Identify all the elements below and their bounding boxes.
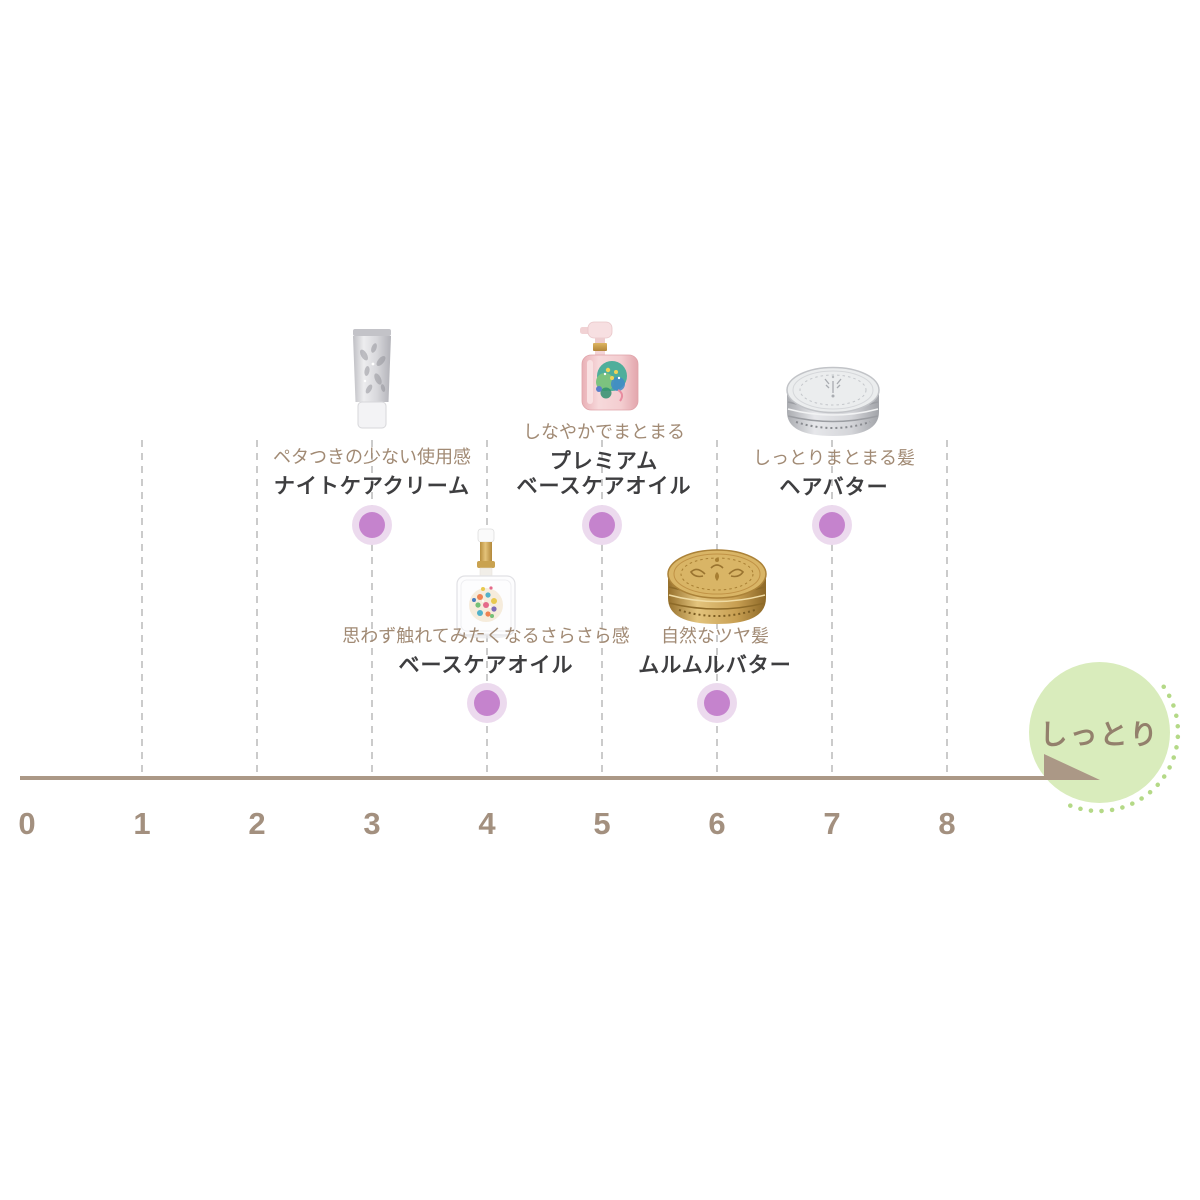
plot-dot-night-care-cream xyxy=(352,505,392,545)
product-image-murumuru-butter xyxy=(667,549,767,624)
product-image-base-care-oil xyxy=(456,528,516,639)
tick-label-2: 2 xyxy=(248,806,266,841)
product-name: ナイトケアクリーム xyxy=(273,474,471,498)
product-label-hair-butter: しっとりまとまる髪 ヘアバター xyxy=(753,447,915,500)
product-label-base-care-oil: 思わず触れてみたくなるさらさら感 ベースケアオイル xyxy=(342,625,629,678)
tick-label-8: 8 xyxy=(938,806,956,841)
gridline-8 xyxy=(946,440,948,777)
product-tagline: しなやかでまとまる xyxy=(522,422,685,442)
product-name: ベースケアオイル xyxy=(398,653,574,677)
gridline-1 xyxy=(141,440,143,777)
tick-label-6: 6 xyxy=(708,806,726,841)
product-image-hair-butter xyxy=(786,366,880,436)
x-axis-line xyxy=(20,776,1050,780)
dotted-arc-decoration xyxy=(1063,684,1181,814)
product-label-murumuru-butter: 自然なツヤ髪 ムルムルバター xyxy=(638,625,792,678)
product-name: ムルムルバター xyxy=(638,653,792,677)
tick-label-7: 7 xyxy=(823,806,841,841)
tick-label-4: 4 xyxy=(478,806,496,841)
product-label-premium-base-care-oil: しなやかでまとまる プレミアム ベースケアオイル xyxy=(517,421,692,499)
product-image-night-care-cream xyxy=(353,329,391,429)
gridline-3 xyxy=(371,440,373,777)
product-name-line2: ベースケアオイル xyxy=(516,474,692,498)
plot-dot-hair-butter xyxy=(812,505,852,545)
gridline-2 xyxy=(256,440,258,777)
product-name-line1: プレミアム xyxy=(549,449,659,473)
product-image-premium-base-care-oil xyxy=(580,321,639,411)
gridline-5 xyxy=(601,440,603,777)
tick-label-1: 1 xyxy=(133,806,151,841)
tick-label-3: 3 xyxy=(363,806,381,841)
product-tagline: 思わず触れてみたくなるさらさら感 xyxy=(342,626,630,646)
product-tagline: 自然なツヤ髪 xyxy=(661,626,769,646)
product-tagline: ペタつきの少ない使用感 xyxy=(273,447,471,467)
plot-dot-core xyxy=(589,512,615,538)
plot-dot-murumuru-butter xyxy=(697,683,737,723)
product-tagline: しっとりまとまる髪 xyxy=(753,448,915,468)
plot-dot-core xyxy=(819,512,845,538)
moist-end-label: しっとり xyxy=(1039,718,1160,750)
tick-label-0: 0 xyxy=(18,806,36,841)
plot-dot-core xyxy=(359,512,385,538)
plot-dot-premium-base-care-oil xyxy=(582,505,622,545)
x-axis-arrow-icon xyxy=(1044,754,1100,780)
plot-dot-base-care-oil xyxy=(467,683,507,723)
product-label-night-care-cream: ペタつきの少ない使用感 ナイトケアクリーム xyxy=(273,446,471,499)
plot-dot-core xyxy=(704,690,730,716)
product-name: ヘアバター xyxy=(779,475,889,499)
plot-dot-core xyxy=(474,690,500,716)
tick-label-5: 5 xyxy=(593,806,611,841)
gridline-7 xyxy=(831,440,833,777)
